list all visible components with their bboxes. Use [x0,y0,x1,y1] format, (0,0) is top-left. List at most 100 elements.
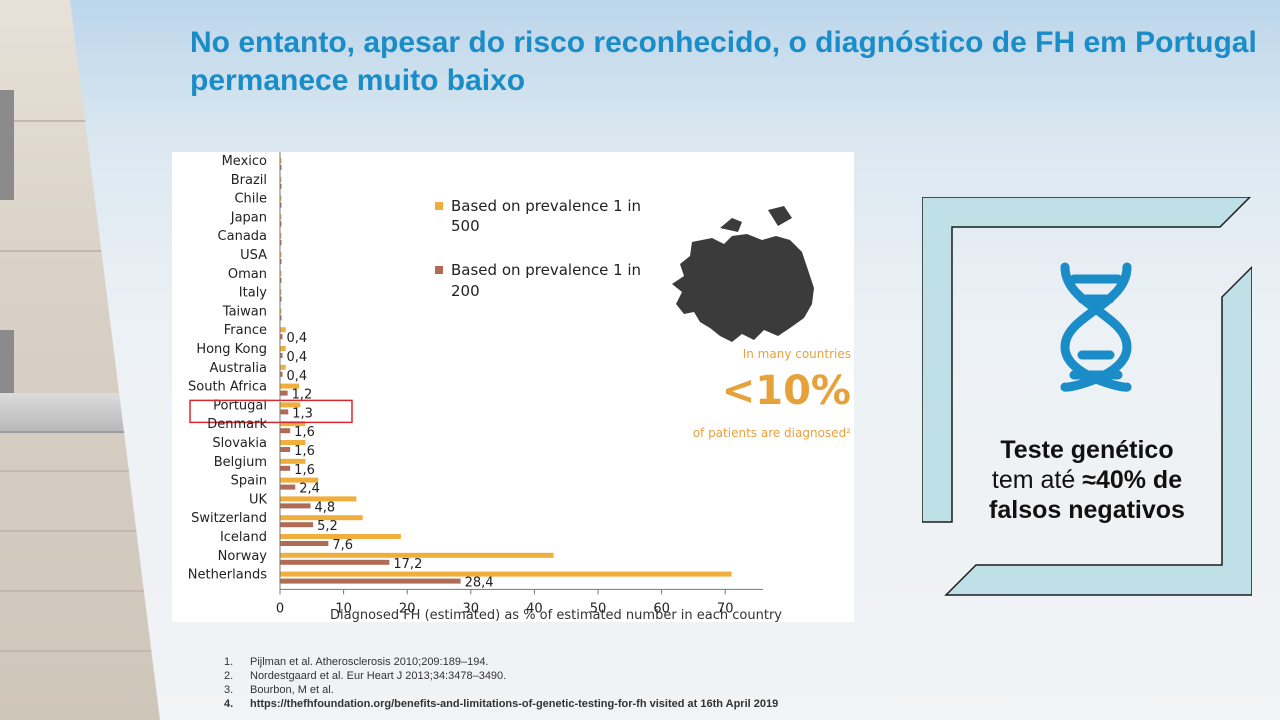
callout-top: In many countries [743,347,851,361]
bar-prevalence-200 [280,353,283,358]
y-tick-label: Brazil [231,173,267,188]
bar-prevalence-500 [280,534,401,539]
card-frame-bottom-right [944,265,1252,596]
bar-prevalence-200 [280,259,282,264]
bar-prevalence-200 [280,296,282,302]
bar-prevalence-500 [280,402,301,408]
bar-prevalence-500 [280,176,282,182]
data-label: 28,4 [465,576,494,591]
reference-item: 3. Bourbon, M et al. [224,684,334,696]
y-tick-label: Hong Kong [196,342,267,357]
bar-prevalence-500 [280,252,282,257]
card-line3: falsos negativos [989,496,1185,524]
legend-label-500-line1: Based on prevalence 1 in [451,197,641,215]
bar-prevalence-200 [280,484,296,490]
y-tick-label: Japan [230,210,267,225]
references-list: 1. Pijlman et al. Atherosclerosis 2010;20… [224,655,778,711]
bar-prevalence-200 [280,371,283,377]
bar-prevalence-200 [280,447,291,452]
y-tick-label: Spain [231,474,267,489]
callout-big: <10% [722,368,851,414]
y-tick-label: USA [240,248,267,263]
bar-chart: Mexico Brazil Chile Japan Canada USA Oman Italy… [188,152,851,622]
card-line2-bold: ≈40% de [1082,466,1183,494]
legend-label-200-line2: 200 [451,282,480,300]
y-tick-label: Canada [218,229,267,244]
data-label: 0,4 [287,331,308,346]
dna-icon [1060,262,1132,392]
bar-prevalence-200 [280,503,311,509]
x-tick-label: 30 [463,601,480,616]
bar-prevalence-200 [280,221,282,227]
legend-label-500-line2: 500 [451,217,480,235]
y-tick-label: Norway [218,549,268,564]
reference-item: 1. Pijlman et al. Atherosclerosis 2010;20… [224,656,489,668]
y-tick-label: Chile [234,192,267,207]
card-text: Teste genético tem até ≈40% de falsos ne… [922,435,1252,525]
data-label: 1,6 [294,444,315,459]
bar-prevalence-500 [280,308,282,314]
callout-bottom: of patients are diagnosed² [693,426,851,440]
x-axis-label: Diagnosed FH (estimated) as % of estimat… [330,608,782,622]
y-tick-label: France [224,323,267,338]
data-label: 1,6 [294,425,315,440]
bar-prevalence-200 [280,334,283,340]
bar-prevalence-500 [280,195,282,201]
highlight-box [189,399,353,424]
bar-prevalence-500 [280,158,282,163]
y-tick-label: Italy [239,286,268,301]
bar-prevalence-500 [280,270,282,276]
data-label: 7,6 [332,538,353,553]
bar-prevalence-500 [280,214,282,220]
bar-prevalence-200 [280,409,289,415]
bar-prevalence-500 [280,515,363,521]
genetic-test-card: Teste genético tem até ≈40% de falsos ne… [922,197,1252,597]
x-tick-label: 50 [590,601,607,616]
bar-prevalence-500 [280,477,319,483]
y-tick-label: Portugal [213,398,267,413]
slide-title: No entanto, apesar do risco reconhecido,… [190,26,1257,97]
bar-prevalence-200 [280,165,282,170]
x-tick-label: 10 [335,601,352,616]
bar-prevalence-200 [280,315,282,321]
y-tick-label: UK [249,492,268,507]
bar-prevalence-500 [280,289,282,295]
legend-swatch-200 [435,266,443,274]
bar-prevalence-500 [280,440,306,445]
y-tick-label: Netherlands [188,568,267,583]
bar-prevalence-500 [280,571,732,577]
reference-item: 2. Nordestgaard et al. Eur Heart J 2013;3… [224,670,507,682]
y-tick-label: South Africa [188,380,267,395]
europe-map-icon [672,206,814,342]
data-label: 0,4 [287,369,308,384]
x-tick-label: 20 [399,601,416,616]
legend-swatch-500 [435,202,443,210]
x-tick-label: 70 [717,601,734,616]
chart-panel: Mexico Brazil Chile Japan Canada USA Oman Italy… [172,152,854,622]
reference-item: 4. https://thefhfoundation.org/benefits-a… [224,698,779,710]
data-label: 1,3 [292,406,313,421]
bar-prevalence-500 [280,458,306,464]
bar-prevalence-200 [280,522,314,528]
y-tick-label: Slovakia [212,436,267,451]
y-tick-label: Taiwan [222,304,267,319]
bar-prevalence-200 [280,578,461,584]
y-tick-label: Denmark [207,417,267,432]
bar-prevalence-500 [280,346,286,351]
bar-prevalence-200 [280,183,282,189]
bar-prevalence-200 [280,541,329,546]
card-line1: Teste genético [1000,436,1174,464]
bar-prevalence-200 [280,240,282,246]
y-tick-label: Switzerland [191,511,267,526]
y-tick-label: Australia [209,361,267,376]
data-label: 17,2 [393,557,422,572]
bar-prevalence-200 [280,428,291,434]
bar-prevalence-500 [280,421,306,427]
card-frame [922,197,1252,596]
data-label: 4,8 [315,500,336,515]
card-line2-pre: tem até [991,466,1083,494]
bar-prevalence-200 [280,559,390,565]
x-tick-label: 60 [653,601,670,616]
bar-prevalence-200 [280,277,282,283]
bar-prevalence-200 [280,465,291,471]
